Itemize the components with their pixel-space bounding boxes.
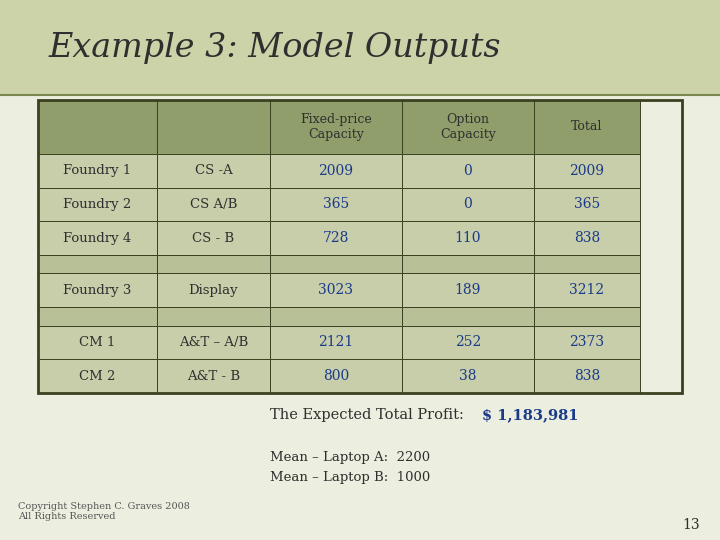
Bar (38, 326, 157, 359)
Bar (270, 359, 402, 393)
Bar (157, 359, 270, 393)
Bar (38, 359, 157, 393)
Text: Mean – Laptop A:  2200: Mean – Laptop A: 2200 (270, 451, 430, 464)
Bar (534, 187, 640, 221)
Text: 189: 189 (455, 284, 481, 298)
Bar (38, 154, 157, 187)
Bar (270, 154, 402, 187)
Bar (534, 307, 640, 326)
Bar (534, 154, 640, 187)
Text: Total: Total (572, 120, 603, 133)
Text: CS A/B: CS A/B (190, 198, 237, 211)
Bar (0, 95, 720, 540)
Text: 13: 13 (683, 518, 700, 532)
Text: 110: 110 (454, 231, 481, 245)
Bar (157, 273, 270, 307)
Bar (270, 255, 402, 273)
Text: 38: 38 (459, 369, 477, 383)
Text: $ 1,183,981: $ 1,183,981 (482, 408, 578, 422)
Text: Option
Capacity: Option Capacity (440, 113, 496, 141)
Bar (157, 221, 270, 255)
Text: 2009: 2009 (570, 164, 605, 178)
Bar (534, 273, 640, 307)
Bar (157, 154, 270, 187)
Text: 2373: 2373 (570, 335, 605, 349)
Bar (157, 100, 270, 154)
Text: CS -A: CS -A (194, 164, 233, 177)
Bar (38, 255, 157, 273)
Text: A&T – A/B: A&T – A/B (179, 336, 248, 349)
Bar (38, 187, 157, 221)
Bar (38, 307, 157, 326)
Bar (270, 307, 402, 326)
Text: 838: 838 (574, 231, 600, 245)
Bar (402, 221, 534, 255)
Text: 3212: 3212 (570, 284, 605, 298)
Text: 3023: 3023 (318, 284, 354, 298)
Bar (534, 100, 640, 154)
Text: CS - B: CS - B (192, 232, 235, 245)
Bar (402, 273, 534, 307)
Bar (38, 100, 682, 393)
Bar (38, 100, 157, 154)
Text: Copyright Stephen C. Graves 2008
All Rights Reserved: Copyright Stephen C. Graves 2008 All Rig… (18, 502, 190, 522)
Bar (38, 273, 157, 307)
Bar (534, 221, 640, 255)
Bar (402, 154, 534, 187)
Text: 800: 800 (323, 369, 349, 383)
Bar (270, 187, 402, 221)
Bar (157, 326, 270, 359)
Text: 0: 0 (464, 164, 472, 178)
Text: Display: Display (189, 284, 238, 297)
Bar (157, 255, 270, 273)
Text: A&T - B: A&T - B (187, 370, 240, 383)
Bar (534, 359, 640, 393)
Bar (270, 100, 402, 154)
Text: Foundry 3: Foundry 3 (63, 284, 132, 297)
Text: 252: 252 (455, 335, 481, 349)
Bar (402, 307, 534, 326)
Bar (534, 255, 640, 273)
Text: 0: 0 (464, 198, 472, 211)
Bar (270, 221, 402, 255)
Bar (534, 326, 640, 359)
Bar (402, 187, 534, 221)
Bar (0, 0, 720, 95)
Text: 838: 838 (574, 369, 600, 383)
Text: 365: 365 (574, 198, 600, 211)
Text: Foundry 2: Foundry 2 (63, 198, 132, 211)
Bar (402, 255, 534, 273)
Text: Foundry 1: Foundry 1 (63, 164, 132, 177)
Bar (157, 307, 270, 326)
Text: Foundry 4: Foundry 4 (63, 232, 132, 245)
Text: 365: 365 (323, 198, 349, 211)
Bar (402, 326, 534, 359)
Bar (270, 326, 402, 359)
Text: Mean – Laptop B:  1000: Mean – Laptop B: 1000 (270, 471, 431, 484)
Text: CM 1: CM 1 (79, 336, 116, 349)
Text: 2009: 2009 (318, 164, 354, 178)
Text: 2121: 2121 (318, 335, 354, 349)
Bar (157, 187, 270, 221)
Text: CM 2: CM 2 (79, 370, 116, 383)
Text: The Expected Total Profit:: The Expected Total Profit: (270, 408, 469, 422)
Bar (402, 100, 534, 154)
Text: 728: 728 (323, 231, 349, 245)
Text: Fixed-price
Capacity: Fixed-price Capacity (300, 113, 372, 141)
Bar (270, 273, 402, 307)
Bar (38, 221, 157, 255)
Bar (402, 359, 534, 393)
Text: Example 3: Model Outputs: Example 3: Model Outputs (48, 32, 500, 64)
